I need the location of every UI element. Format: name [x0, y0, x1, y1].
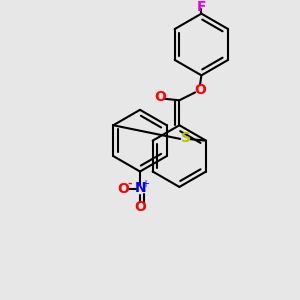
Text: -: - — [127, 179, 132, 189]
Text: F: F — [196, 0, 206, 14]
Text: S: S — [181, 131, 190, 145]
Text: O: O — [194, 83, 206, 97]
Text: O: O — [117, 182, 129, 196]
Text: O: O — [134, 200, 146, 214]
Text: O: O — [154, 90, 166, 104]
Text: N: N — [135, 181, 146, 195]
Text: +: + — [141, 179, 149, 189]
